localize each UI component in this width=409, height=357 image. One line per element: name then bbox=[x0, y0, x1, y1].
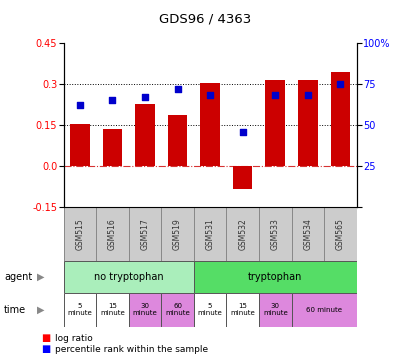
Bar bbox=[96, 207, 128, 261]
Text: GSM533: GSM533 bbox=[270, 218, 279, 250]
Bar bbox=[161, 207, 193, 261]
Bar bbox=[200, 82, 219, 166]
Bar bbox=[63, 293, 96, 327]
Bar bbox=[291, 207, 324, 261]
Point bbox=[174, 86, 180, 92]
Point bbox=[304, 92, 310, 98]
Bar bbox=[63, 261, 193, 293]
Bar bbox=[63, 207, 96, 261]
Text: percentile rank within the sample: percentile rank within the sample bbox=[55, 345, 208, 354]
Bar bbox=[70, 124, 90, 166]
Text: GSM515: GSM515 bbox=[75, 218, 84, 250]
Text: GSM534: GSM534 bbox=[303, 218, 312, 250]
Text: GSM519: GSM519 bbox=[173, 218, 182, 250]
Bar bbox=[265, 80, 284, 166]
Text: GSM532: GSM532 bbox=[238, 218, 247, 250]
Point bbox=[271, 92, 278, 98]
Text: GDS96 / 4363: GDS96 / 4363 bbox=[159, 12, 250, 25]
Bar bbox=[128, 293, 161, 327]
Bar bbox=[258, 207, 291, 261]
Text: ▶: ▶ bbox=[37, 272, 44, 282]
Bar bbox=[324, 207, 356, 261]
Text: ■: ■ bbox=[41, 333, 50, 343]
Text: 15
minute: 15 minute bbox=[230, 303, 254, 316]
Bar bbox=[330, 71, 349, 166]
Bar bbox=[297, 80, 317, 166]
Text: 30
minute: 30 minute bbox=[262, 303, 287, 316]
Text: GSM516: GSM516 bbox=[108, 218, 117, 250]
Bar bbox=[135, 104, 154, 166]
Text: time: time bbox=[4, 305, 26, 315]
Bar bbox=[167, 115, 187, 166]
Text: 60 minute: 60 minute bbox=[306, 307, 341, 313]
Bar bbox=[232, 166, 252, 189]
Text: 60
minute: 60 minute bbox=[165, 303, 189, 316]
Text: agent: agent bbox=[4, 272, 32, 282]
Bar bbox=[226, 207, 258, 261]
Point bbox=[76, 102, 83, 108]
Bar bbox=[128, 207, 161, 261]
Text: tryptophan: tryptophan bbox=[247, 272, 302, 282]
Bar bbox=[193, 293, 226, 327]
Text: no tryptophan: no tryptophan bbox=[94, 272, 163, 282]
Bar bbox=[96, 293, 128, 327]
Text: 30
minute: 30 minute bbox=[132, 303, 157, 316]
Text: GSM517: GSM517 bbox=[140, 218, 149, 250]
Text: 5
minute: 5 minute bbox=[197, 303, 222, 316]
Text: ■: ■ bbox=[41, 344, 50, 354]
Point bbox=[206, 92, 213, 98]
Bar bbox=[161, 293, 193, 327]
Text: 15
minute: 15 minute bbox=[100, 303, 124, 316]
Bar bbox=[193, 207, 226, 261]
Text: 5
minute: 5 minute bbox=[67, 303, 92, 316]
Text: ▶: ▶ bbox=[37, 305, 44, 315]
Point bbox=[336, 81, 343, 87]
Point bbox=[239, 129, 245, 134]
Point bbox=[109, 97, 115, 103]
Text: log ratio: log ratio bbox=[55, 334, 93, 343]
Text: GSM565: GSM565 bbox=[335, 218, 344, 250]
Bar bbox=[291, 293, 356, 327]
Bar bbox=[258, 293, 291, 327]
Point bbox=[142, 94, 148, 100]
Bar bbox=[226, 293, 258, 327]
Bar bbox=[193, 261, 356, 293]
Bar bbox=[102, 129, 122, 166]
Text: GSM531: GSM531 bbox=[205, 218, 214, 250]
